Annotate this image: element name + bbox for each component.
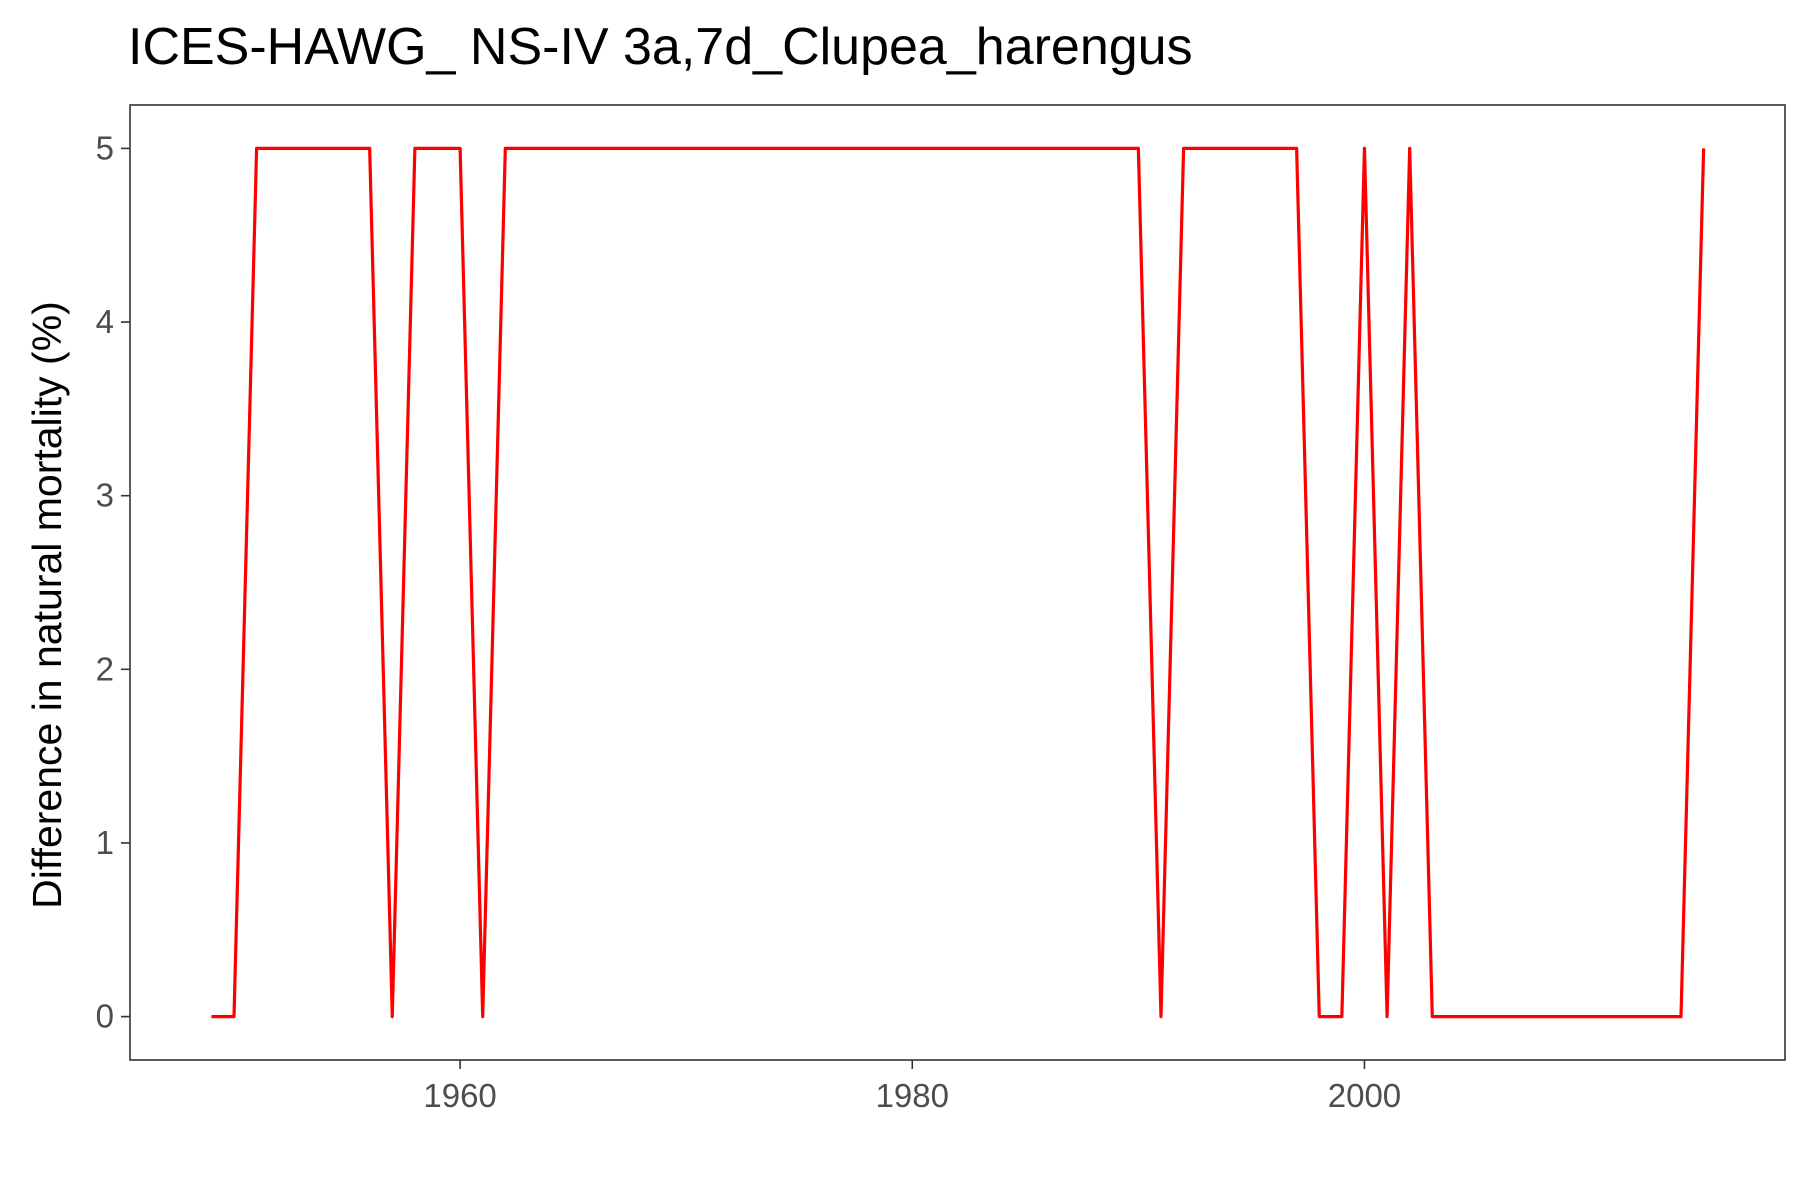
y-tick-label: 5 [96,129,114,166]
y-tick-label: 1 [96,824,114,861]
x-tick-label: 1980 [876,1077,949,1114]
y-tick-label: 3 [96,477,114,514]
x-tick-label: 1960 [423,1077,496,1114]
x-tick-label: 2000 [1328,1077,1401,1114]
y-tick-label: 2 [96,650,114,687]
y-tick-label: 4 [96,303,114,340]
plot-panel [129,104,1786,1061]
series-layer [211,146,1706,1019]
x-axis: 1960 1980 2000 [423,1060,1401,1114]
y-tick-label: 0 [96,998,114,1035]
series-line [211,146,1706,1019]
y-axis-label: Difference in natural mortality (%) [24,301,70,909]
chart-title: ICES-HAWG_ NS-IV 3a,7d_Clupea_harengus [128,18,1193,76]
y-axis: 0 1 2 3 4 5 [96,129,130,1035]
